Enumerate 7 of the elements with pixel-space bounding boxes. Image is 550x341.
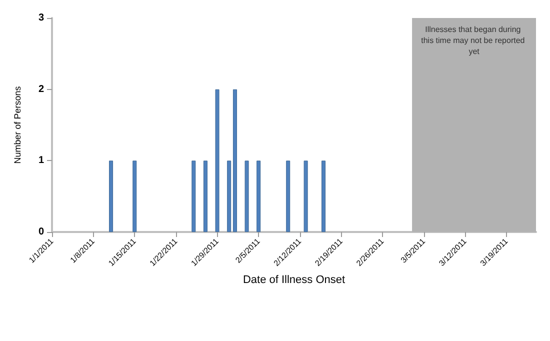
y-tick-label: 1	[38, 155, 44, 166]
y-tick-label: 0	[38, 226, 44, 238]
y-tick-label: 2	[38, 84, 44, 95]
y-axis-title: Number of Persons	[12, 86, 22, 164]
x-axis-title: Date of Illness Onset	[242, 274, 346, 286]
band-label: Illnesses that began during this time may not be reported yet	[421, 25, 527, 56]
y-tick-label: 3	[38, 12, 44, 24]
